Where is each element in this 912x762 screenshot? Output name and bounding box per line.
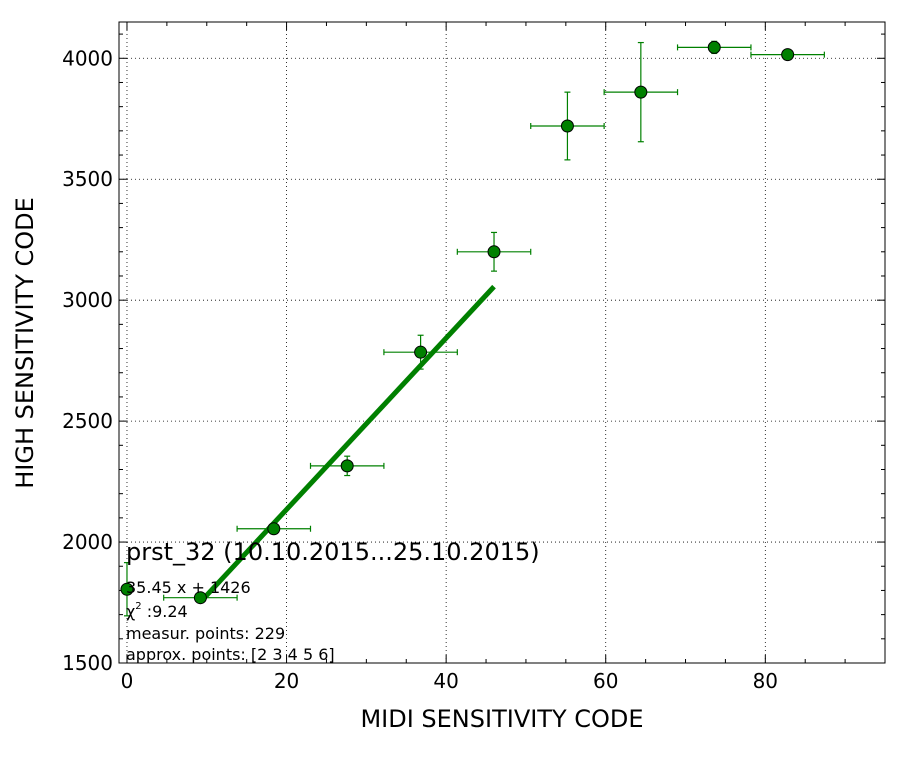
data-point — [340, 459, 354, 473]
chi2-symbol: χ — [126, 602, 135, 621]
data-point — [120, 582, 134, 596]
tick-labels: 0 20 40 60 80 1500 2000 2500 3000 3500 4000 — [62, 46, 778, 693]
data-point — [267, 522, 281, 536]
y-axis-title: HIGH SENSITIVITY CODE — [11, 197, 39, 489]
data-point — [707, 40, 721, 54]
data-point — [487, 245, 501, 259]
data-point — [781, 48, 795, 62]
x-tick-label: 0 — [121, 669, 134, 693]
x-tick-label: 20 — [274, 669, 299, 693]
y-tick-label: 2500 — [62, 409, 113, 433]
data-points — [120, 40, 795, 605]
annotation-measur-points: measur. points: 229 — [126, 624, 285, 643]
fit-line-group — [198, 284, 496, 604]
y-tick-label: 1500 — [62, 651, 113, 675]
x-tick-label: 80 — [753, 669, 778, 693]
chi2-value: :9.24 — [142, 602, 188, 621]
x-tick-label: 40 — [433, 669, 458, 693]
annotation-approx-points: approx. points: [2 3 4 5 6] — [126, 645, 335, 664]
annotation-equation: 35.45 x + 1426 — [126, 578, 251, 597]
ticks — [119, 22, 885, 664]
annotation-block: prst_32 (10.10.2015...25.10.2015) 35.45 … — [126, 538, 540, 664]
grid — [119, 22, 885, 664]
y-tick-label: 2000 — [62, 530, 113, 554]
annotation-chi2: χ2 :9.24 — [126, 601, 188, 621]
plot-frame — [118, 21, 886, 664]
annotation-title: prst_32 (10.10.2015...25.10.2015) — [126, 538, 540, 566]
data-point — [560, 119, 574, 133]
chi2-superscript: 2 — [135, 601, 141, 612]
y-tick-label: 3500 — [62, 167, 113, 191]
data-point — [634, 85, 648, 99]
y-tick-label: 4000 — [62, 46, 113, 70]
x-tick-label: 60 — [593, 669, 618, 693]
data-point — [414, 345, 428, 359]
fit-line — [198, 284, 496, 604]
data-point — [193, 591, 207, 605]
x-axis-title: MIDI SENSITIVITY CODE — [360, 705, 643, 733]
y-tick-label: 3000 — [62, 288, 113, 312]
